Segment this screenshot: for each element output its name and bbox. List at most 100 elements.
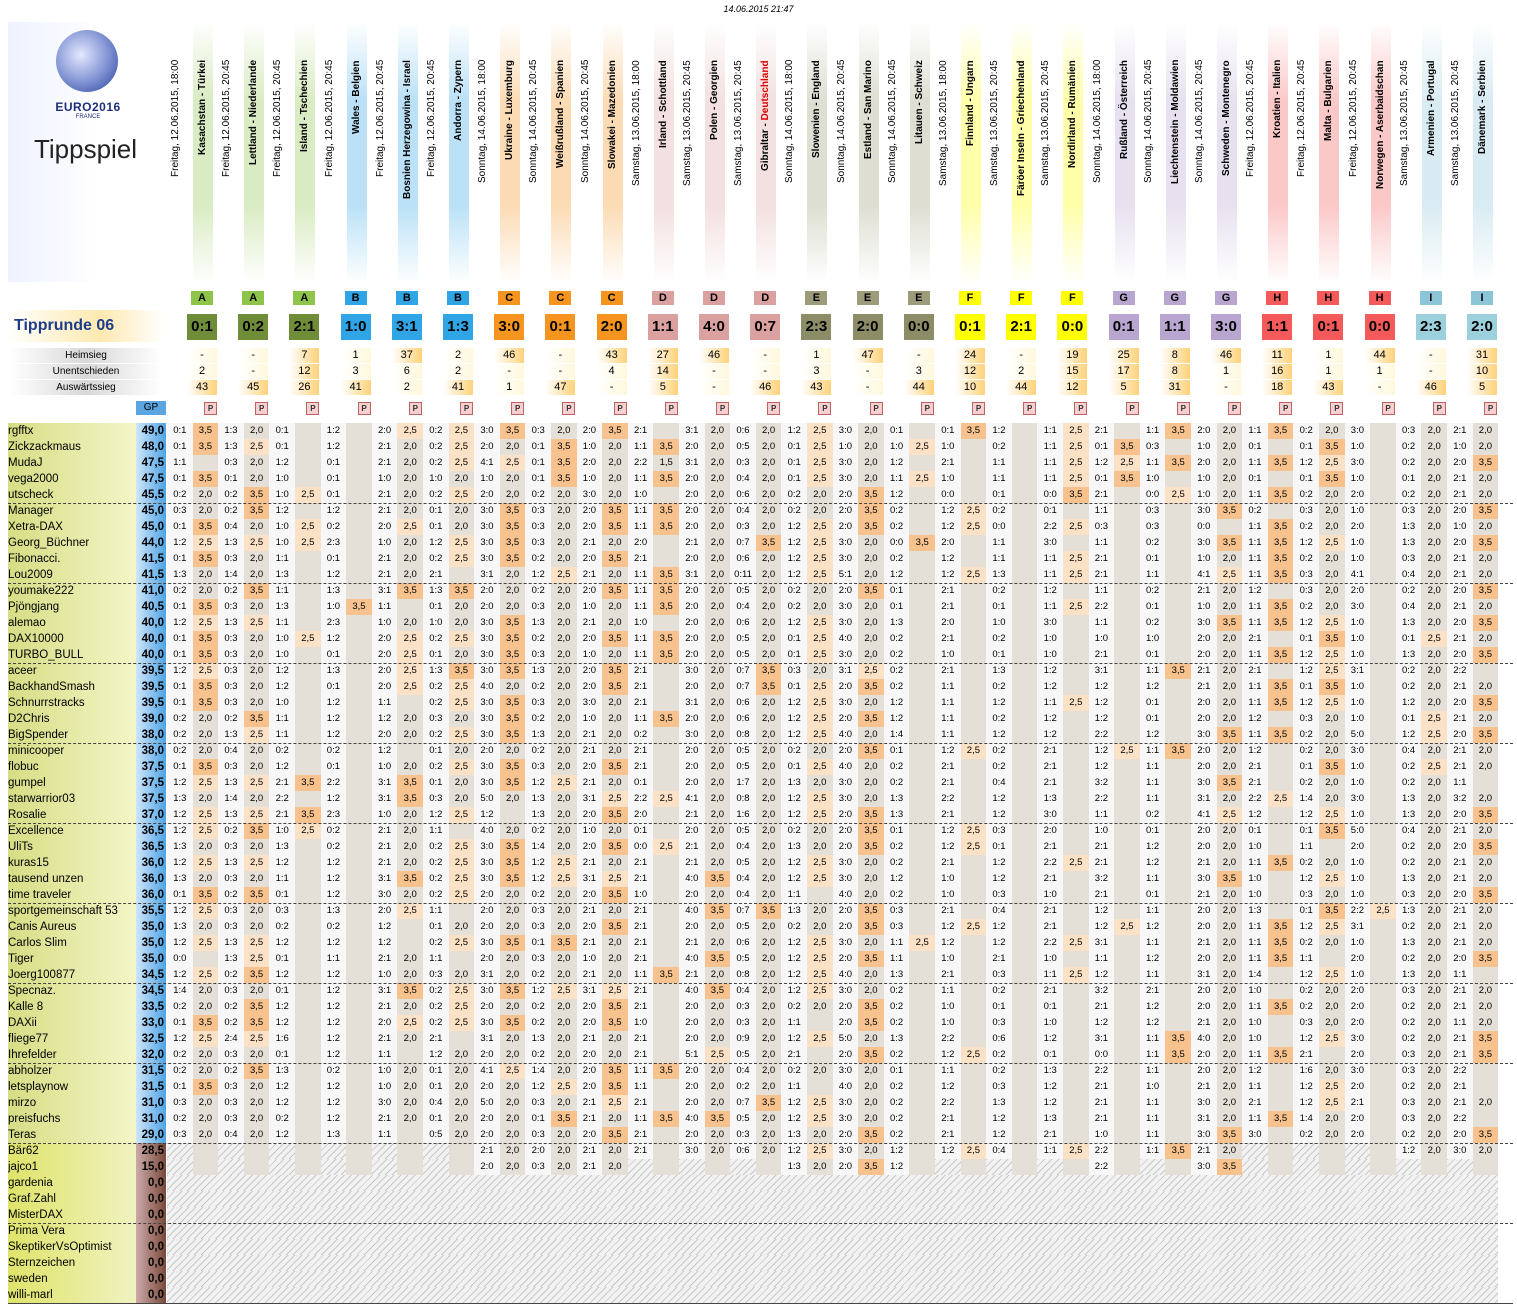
tip: 1:0 (941, 649, 955, 660)
tip-points: 3,5 (1472, 1031, 1499, 1047)
player-name: DAX10000 (8, 631, 136, 647)
tip: 1:1 (1248, 729, 1262, 740)
tip: 0:5 (736, 633, 750, 644)
tip-points: 2,5 (602, 871, 628, 887)
tip-points: 2,0 (454, 745, 468, 756)
stat-away: 43 (1313, 380, 1344, 395)
tip-points: 2,0 (403, 537, 417, 548)
player-name: SkeptikerVsOptimist (8, 1239, 136, 1255)
tip: 3:0 (1350, 601, 1364, 612)
tip-points: 2,0 (505, 921, 520, 932)
tip-points: 3,5 (551, 439, 577, 455)
tip: 0:8 (736, 793, 750, 804)
tip: 2:1 (1197, 585, 1211, 596)
tip-points: 2,0 (557, 921, 571, 932)
tip-points: 2,0 (710, 1065, 724, 1076)
tip: 0:0 (941, 489, 955, 500)
tip-points: 2,0 (557, 1145, 571, 1156)
tip-points: 2,5 (448, 999, 475, 1015)
tip: 3:0 (1350, 425, 1364, 436)
tip-points: 2,0 (1427, 809, 1441, 820)
tip-points: 2,5 (1063, 471, 1089, 487)
tip: 2:3 (326, 809, 340, 820)
stat-draw: - (852, 364, 883, 379)
tip-points: 2,0 (608, 777, 622, 788)
tip-points: 2,0 (1222, 713, 1236, 724)
player-name: vega2000 (8, 471, 136, 487)
tip: 1:2 (787, 553, 801, 564)
tip-points: 2,0 (710, 809, 724, 820)
tip-points: 2,5 (909, 439, 935, 455)
tip-points: 2,0 (403, 889, 417, 900)
tip-points: 2,0 (1325, 713, 1339, 724)
tip-points: 2,5 (448, 439, 475, 455)
tip-points: 2,0 (454, 921, 468, 932)
tip-points: 3,5 (499, 423, 526, 439)
tip: 1:2 (326, 873, 340, 884)
tip: 1:2 (1043, 729, 1057, 740)
tip-points: 2,0 (198, 1097, 212, 1108)
tip: 0:2 (1248, 505, 1262, 516)
tip-points: 2,0 (1478, 793, 1492, 804)
tip-points: 2,0 (710, 697, 724, 708)
tip: 3:0 (1197, 1097, 1211, 1108)
tip-points: 2,0 (710, 745, 724, 756)
tip: 0:3 (992, 969, 1006, 980)
tip-points: 2,5 (397, 679, 423, 695)
tip: 2:1 (685, 937, 699, 948)
tip-points: 3,5 (1319, 679, 1345, 695)
tip: 0:3 (1401, 1113, 1416, 1124)
tip: 0:2 (531, 553, 545, 564)
tip: 2:0 (480, 489, 494, 500)
tip-points: 2,0 (761, 569, 776, 580)
tip: 1:0 (582, 713, 596, 724)
tip-points: 2,0 (1222, 1065, 1236, 1076)
tip: 1:2 (1401, 729, 1416, 740)
stat-away: 46 (750, 380, 781, 395)
tip-points: 2,0 (198, 873, 212, 884)
tip-points: 2,0 (403, 569, 417, 580)
tip: 0:2 (992, 441, 1006, 452)
tip: 1:2 (326, 713, 340, 724)
tip: 2:0 (377, 905, 392, 916)
tip: 3:1 (377, 585, 392, 596)
tip-points: 2,5 (243, 535, 270, 551)
tip: 3:1 (480, 1033, 494, 1044)
tip: 2:0 (1350, 1017, 1364, 1028)
tip: 1:0 (275, 633, 289, 644)
stat-draw: 3 (340, 364, 371, 379)
tip: 0:2 (326, 841, 340, 852)
tip: 1:1 (1248, 537, 1262, 548)
tip-points: 2,0 (505, 745, 520, 756)
stat-home: 1 (801, 348, 832, 363)
match-column-band (449, 22, 469, 284)
stat-draw: 2 (1006, 364, 1037, 379)
tip: 2:1 (377, 1001, 392, 1012)
tip: 0:1 (326, 649, 340, 660)
tip: 0:4 (736, 473, 750, 484)
tip: 2:0 (582, 1065, 596, 1076)
tip-points: 2,5 (243, 439, 270, 455)
tip-points: 3,5 (1216, 1127, 1243, 1143)
tip-points: 2,0 (761, 1049, 776, 1060)
player-points: 0,0 (136, 1255, 166, 1271)
player-points: 49,0 (136, 423, 166, 439)
tip: 1:3 (326, 1129, 340, 1140)
player-points: 0,0 (136, 1175, 166, 1191)
tip-points: 3,5 (243, 823, 270, 839)
tip-points: 2,0 (505, 1033, 520, 1044)
points-header: P (1432, 402, 1446, 415)
tip: 0:2 (224, 969, 238, 980)
tip: 2:1 (633, 921, 648, 932)
player-points: 0,0 (136, 1207, 166, 1223)
tip: 0:3 (275, 905, 289, 916)
match-date: Sonntag, 14.06.2015, 20:45 (1142, 60, 1154, 184)
tip-points: 2,0 (864, 457, 878, 468)
tip: 1:2 (173, 665, 187, 676)
player-points: 32,0 (136, 1047, 166, 1063)
tip: 1:1 (633, 441, 648, 452)
tip-points: 2,0 (761, 601, 776, 612)
match-result: 2:0 (596, 314, 627, 340)
tip-points: 2,0 (813, 1065, 827, 1076)
tip-points: 2,0 (557, 1161, 571, 1172)
